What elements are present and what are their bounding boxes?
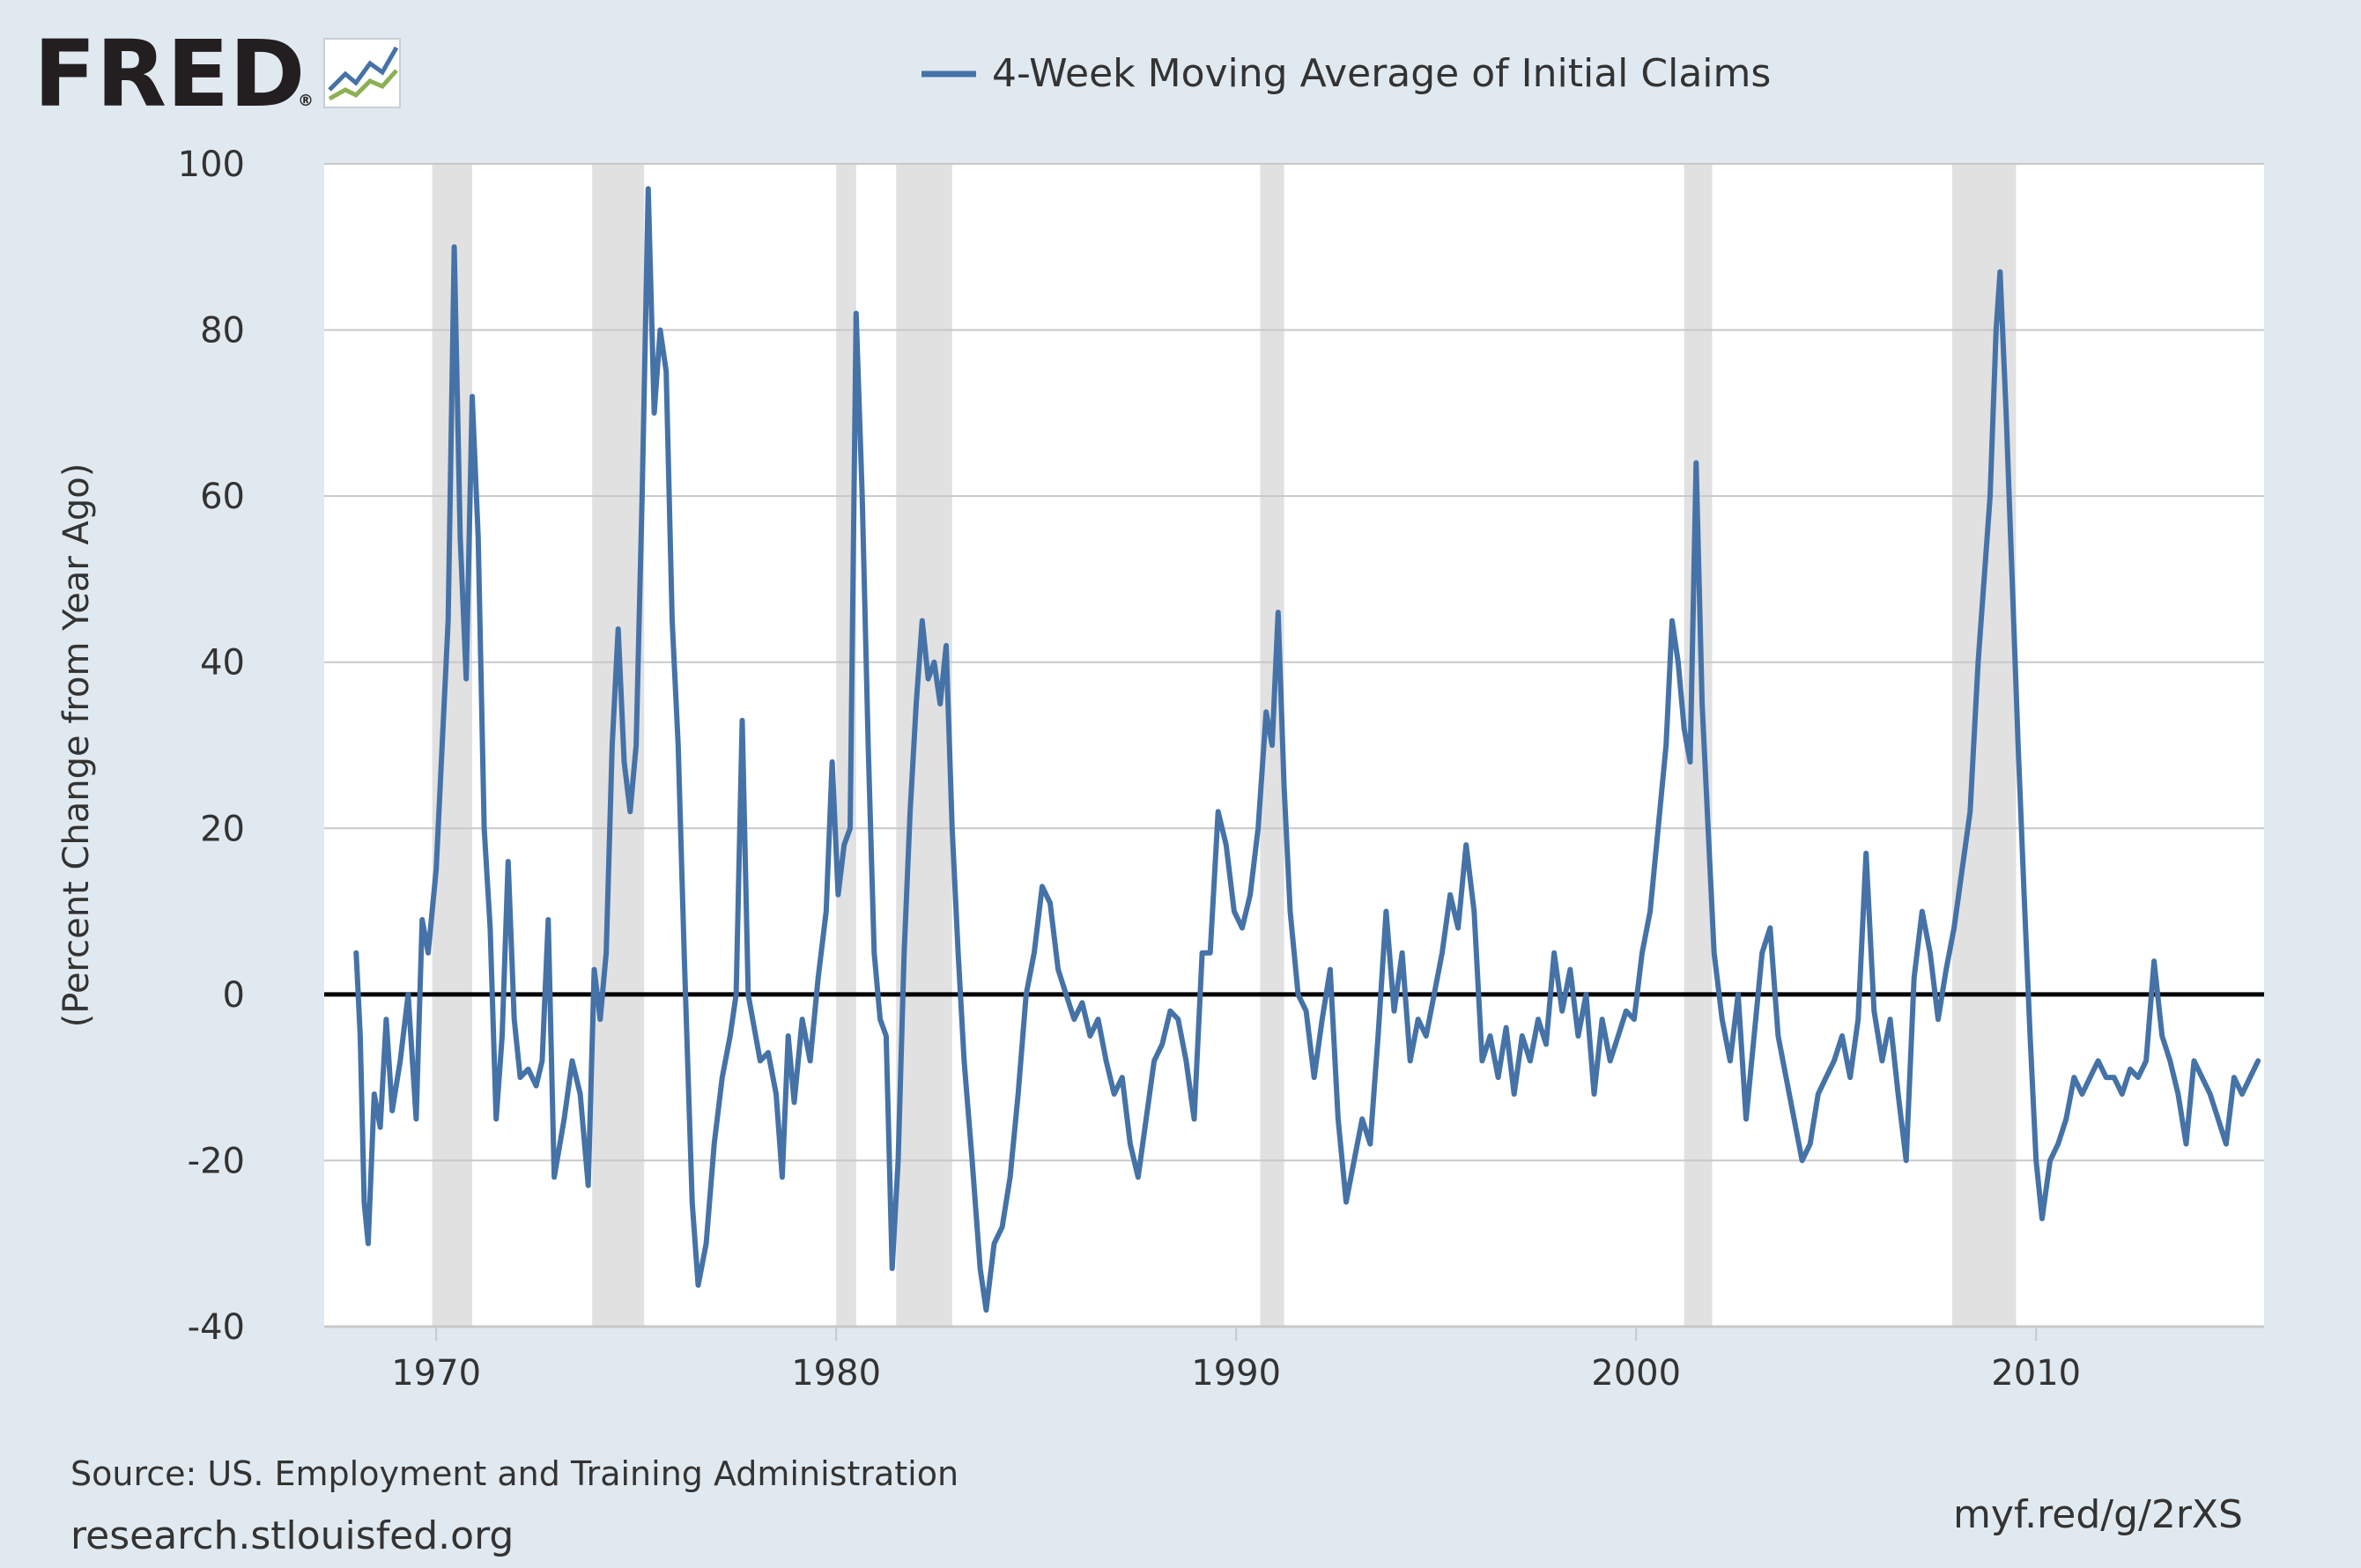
x-tick-label: 1970	[391, 1353, 481, 1394]
y-tick-label: 0	[223, 975, 245, 1016]
series-line-initial-claims	[353, 186, 2261, 1313]
x-tick-label: 1980	[791, 1353, 881, 1394]
fred-graph-icon	[323, 38, 401, 108]
x-axis-ticks: 1970 1980 1990 2000 2010	[391, 1327, 2081, 1394]
recession-band-3	[836, 164, 856, 1327]
y-tick-label: -20	[188, 1141, 245, 1181]
y-tick-label: 100	[178, 144, 245, 185]
source-text: Source: US. Employment and Training Admi…	[70, 1454, 958, 1493]
x-tick-label: 2010	[1991, 1353, 2081, 1394]
recession-band-4	[896, 164, 952, 1327]
y-tick-label: 60	[200, 477, 245, 517]
y-tick-label: 80	[200, 311, 245, 351]
y-tick-label: 40	[200, 643, 245, 684]
registered-mark: ®	[298, 92, 314, 110]
fred-logo[interactable]: FRED ®	[33, 20, 401, 128]
legend-label: 4-Week Moving Average of Initial Claims	[992, 51, 1771, 96]
recession-band-7	[1951, 164, 2017, 1327]
x-tick-label: 2000	[1591, 1353, 1681, 1394]
y-axis-title: (Percent Change from Year Ago)	[56, 463, 97, 1028]
site-link[interactable]: research.stlouisfed.org	[70, 1513, 514, 1558]
legend: 4-Week Moving Average of Initial Claims	[921, 51, 1771, 96]
y-axis-ticks: 100 80 60 40 20 0 -20 -40	[178, 144, 245, 1348]
y-tick-label: 20	[200, 809, 245, 849]
short-link[interactable]: myf.red/g/2rXS	[1953, 1492, 2243, 1537]
fred-logo-text: FRED	[33, 20, 306, 128]
y-tick-label: -40	[188, 1307, 245, 1348]
x-tick-label: 1990	[1191, 1353, 1281, 1394]
